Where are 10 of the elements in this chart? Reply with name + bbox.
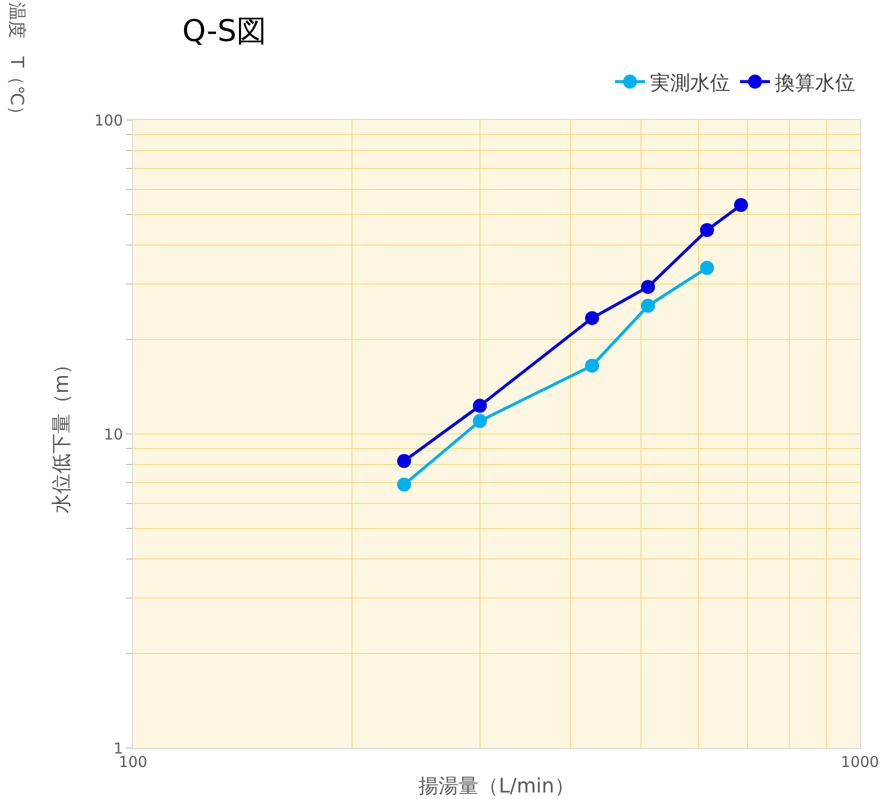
y-tick-label: 10 (104, 425, 123, 444)
text: 温度 T（℃） (6, 2, 27, 124)
legend-label: 換算水位 (775, 70, 855, 94)
x-axis-title: 揚湯量（L/min） (418, 774, 574, 798)
y-axis-title: 水位低下量（m） (48, 354, 73, 514)
y-tick-label: 100 (94, 111, 123, 130)
x-tick-label: 1000 (840, 753, 880, 771)
y-tick-label: 1 (113, 739, 123, 758)
legend-label: 実測水位 (650, 70, 730, 94)
chart-title: Q-S図 (182, 14, 267, 49)
